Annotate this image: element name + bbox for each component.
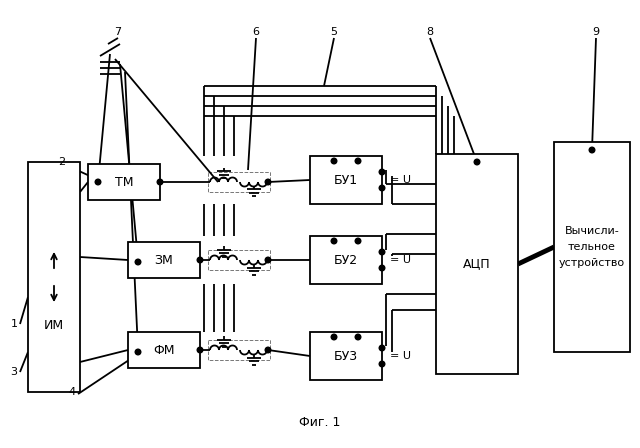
Text: ЗМ: ЗМ — [155, 254, 173, 267]
Circle shape — [265, 179, 271, 185]
Circle shape — [355, 334, 361, 340]
Circle shape — [355, 238, 361, 244]
Circle shape — [95, 179, 101, 185]
Circle shape — [379, 249, 385, 255]
Circle shape — [265, 347, 271, 353]
Circle shape — [197, 347, 203, 353]
Circle shape — [355, 158, 361, 164]
Circle shape — [332, 158, 337, 164]
Text: 9: 9 — [593, 27, 600, 37]
Circle shape — [379, 185, 385, 191]
Circle shape — [135, 349, 141, 355]
Text: 6: 6 — [253, 27, 259, 37]
Text: = U: = U — [390, 351, 411, 361]
Text: БУ2: БУ2 — [334, 254, 358, 267]
FancyBboxPatch shape — [310, 156, 382, 204]
Circle shape — [589, 147, 595, 153]
Text: 8: 8 — [426, 27, 433, 37]
FancyBboxPatch shape — [128, 242, 200, 278]
FancyBboxPatch shape — [28, 162, 80, 392]
Circle shape — [135, 259, 141, 265]
Circle shape — [379, 361, 385, 367]
Text: 5: 5 — [330, 27, 337, 37]
Circle shape — [332, 334, 337, 340]
Text: устройство: устройство — [559, 258, 625, 268]
Text: ТМ: ТМ — [115, 176, 133, 189]
Text: ИМ: ИМ — [44, 319, 64, 332]
Circle shape — [474, 159, 480, 165]
Text: 7: 7 — [115, 27, 122, 37]
FancyBboxPatch shape — [554, 142, 630, 352]
Text: 1: 1 — [10, 319, 17, 329]
Text: ФМ: ФМ — [153, 344, 175, 357]
Circle shape — [197, 257, 203, 263]
Text: АЦП: АЦП — [463, 258, 491, 271]
Text: БУ1: БУ1 — [334, 173, 358, 186]
FancyBboxPatch shape — [436, 154, 518, 374]
Text: 3: 3 — [10, 367, 17, 377]
FancyBboxPatch shape — [88, 164, 160, 200]
Circle shape — [379, 265, 385, 271]
FancyBboxPatch shape — [128, 332, 200, 368]
Circle shape — [379, 345, 385, 351]
Circle shape — [157, 179, 163, 185]
Circle shape — [332, 238, 337, 244]
Text: = U: = U — [390, 175, 411, 185]
Text: 4: 4 — [68, 387, 76, 397]
Text: Фиг. 1: Фиг. 1 — [300, 415, 340, 428]
Text: 2: 2 — [58, 157, 65, 167]
Text: = U: = U — [390, 255, 411, 265]
FancyBboxPatch shape — [310, 332, 382, 380]
Circle shape — [265, 257, 271, 263]
Text: тельное: тельное — [568, 242, 616, 252]
Text: БУ3: БУ3 — [334, 349, 358, 362]
FancyBboxPatch shape — [310, 236, 382, 284]
Text: Вычисли-: Вычисли- — [564, 226, 620, 236]
Circle shape — [379, 169, 385, 175]
